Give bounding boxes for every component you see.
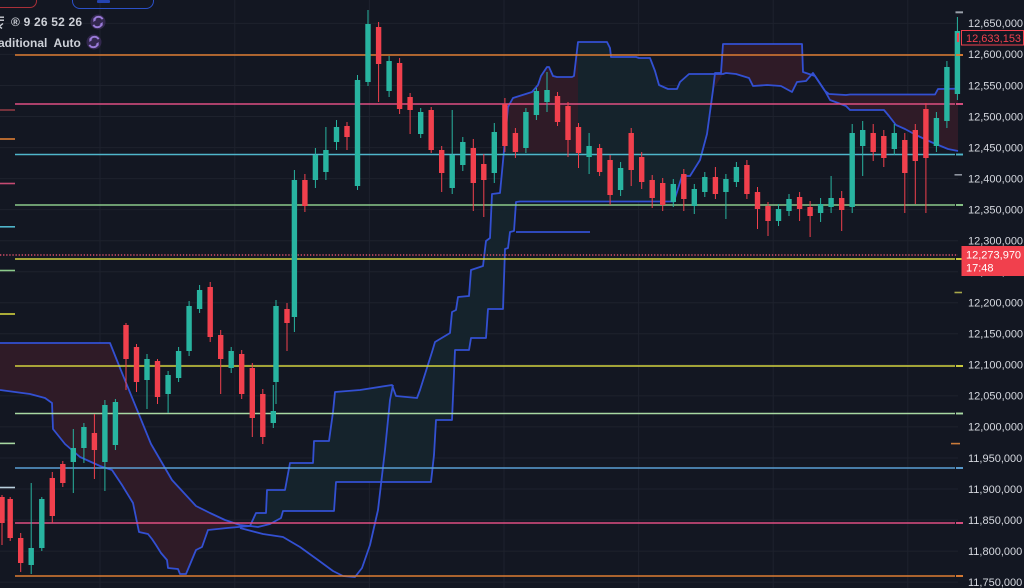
svg-text:12,300,000: 12,300,000 xyxy=(968,236,1023,248)
svg-text:12,500,000: 12,500,000 xyxy=(968,111,1023,123)
svg-text:12,000,000: 12,000,000 xyxy=(968,422,1023,434)
svg-text:12,633,153: 12,633,153 xyxy=(966,33,1021,45)
svg-text:12,350,000: 12,350,000 xyxy=(968,204,1023,216)
svg-text:12,650,000: 12,650,000 xyxy=(968,18,1023,30)
svg-text:12,100,000: 12,100,000 xyxy=(968,360,1023,372)
svg-text:12,400,000: 12,400,000 xyxy=(968,173,1023,185)
svg-text:12,450,000: 12,450,000 xyxy=(968,142,1023,154)
svg-text:11,950,000: 11,950,000 xyxy=(968,453,1022,465)
svg-text:17:48: 17:48 xyxy=(966,263,994,275)
svg-text:11,900,000: 11,900,000 xyxy=(968,484,1022,496)
svg-text:11,800,000: 11,800,000 xyxy=(968,546,1022,558)
svg-text:12,050,000: 12,050,000 xyxy=(968,391,1023,403)
svg-text:12,550,000: 12,550,000 xyxy=(968,80,1023,92)
svg-text:12,150,000: 12,150,000 xyxy=(968,329,1023,341)
svg-text:12,200,000: 12,200,000 xyxy=(968,298,1023,310)
svg-text:11,750,000: 11,750,000 xyxy=(968,577,1022,588)
svg-text:11,850,000: 11,850,000 xyxy=(968,515,1022,527)
svg-text:12,273,970: 12,273,970 xyxy=(966,250,1021,262)
svg-text:12,600,000: 12,600,000 xyxy=(968,49,1023,61)
